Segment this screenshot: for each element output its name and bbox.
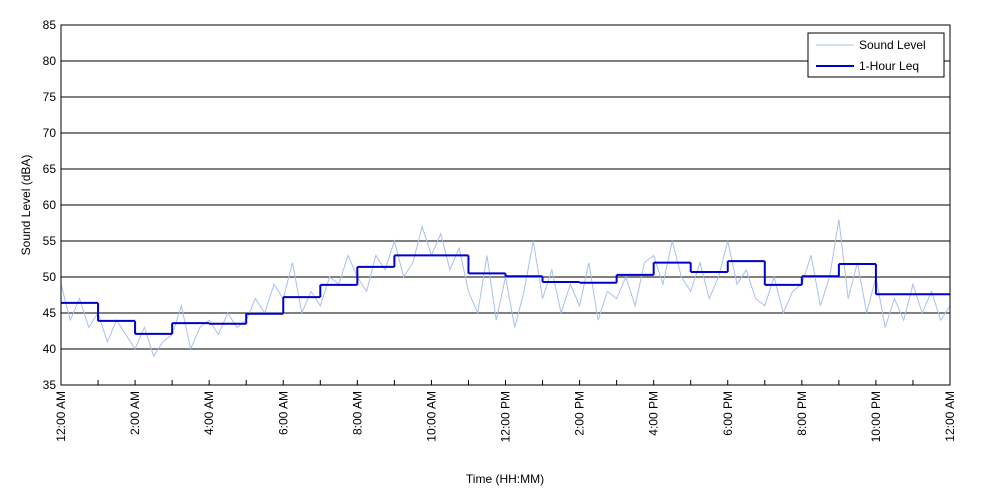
x-tick-label: 2:00 AM <box>128 391 142 435</box>
x-tick-label: 12:00 AM <box>54 391 68 442</box>
x-tick-label: 12:00 PM <box>499 391 513 442</box>
x-tick-label: 12:00 AM <box>943 391 957 442</box>
x-tick-label: 6:00 AM <box>276 391 290 435</box>
x-tick-label: 4:00 PM <box>647 391 661 436</box>
y-tick-label: 35 <box>43 378 57 392</box>
x-axis-label: Time (HH:MM) <box>466 472 544 486</box>
x-tick-label: 8:00 PM <box>795 391 809 436</box>
legend-box <box>807 32 945 78</box>
y-tick-label: 80 <box>43 54 57 68</box>
legend-label: 1-Hour Leq <box>859 59 919 73</box>
y-tick-label: 40 <box>43 342 57 356</box>
plot-frame <box>60 24 951 386</box>
y-tick-label: 45 <box>43 306 57 320</box>
y-tick-label: 60 <box>43 198 57 212</box>
y-tick-label: 75 <box>43 90 57 104</box>
legend: Sound Level 1-Hour Leq <box>807 32 945 78</box>
x-tick-label: 6:00 PM <box>721 391 735 436</box>
x-tick-label: 4:00 AM <box>202 391 216 435</box>
y-tick-label: 85 <box>43 18 57 32</box>
x-tick-label: 8:00 AM <box>350 391 364 435</box>
y-tick-label: 70 <box>43 126 57 140</box>
y-axis-label: Sound Level (dBA) <box>19 155 33 256</box>
x-tick-label: 10:00 AM <box>424 391 438 442</box>
y-tick-label: 65 <box>43 162 57 176</box>
x-tick-label: 2:00 PM <box>573 391 587 436</box>
y-tick-label: 50 <box>43 270 57 284</box>
x-tick-label: 10:00 PM <box>869 391 883 442</box>
legend-label: Sound Level <box>859 38 926 52</box>
y-tick-label: 55 <box>43 234 57 248</box>
